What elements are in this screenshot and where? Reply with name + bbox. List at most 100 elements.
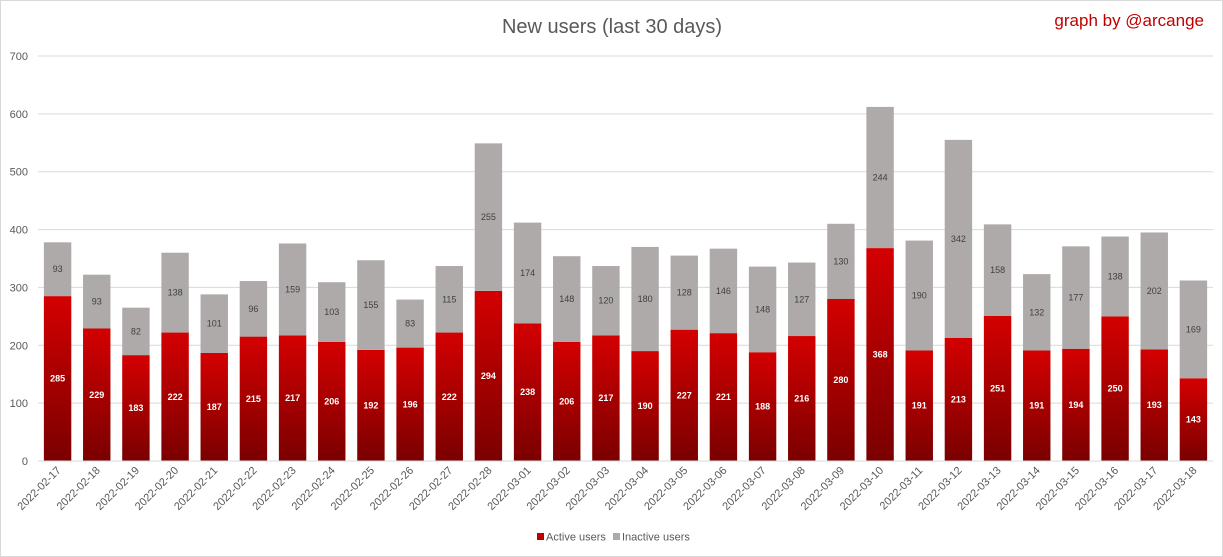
bar-inactive[interactable] xyxy=(827,223,855,299)
bar-active[interactable] xyxy=(43,296,72,461)
value-label-active: 194 xyxy=(1068,400,1083,410)
bar-inactive[interactable] xyxy=(1101,236,1129,317)
bar-active[interactable] xyxy=(357,349,385,461)
bar-active[interactable] xyxy=(670,329,698,461)
value-label-inactive: 138 xyxy=(1108,271,1123,281)
value-label-inactive: 130 xyxy=(833,256,848,266)
value-label-active: 206 xyxy=(324,396,339,406)
bar-inactive[interactable] xyxy=(161,252,189,333)
value-label-inactive: 103 xyxy=(324,307,339,317)
bar-inactive[interactable] xyxy=(122,307,150,356)
bar-active[interactable] xyxy=(513,323,542,461)
bar-inactive[interactable] xyxy=(709,248,738,334)
bar-active[interactable] xyxy=(83,328,111,461)
bar-active[interactable] xyxy=(1062,348,1090,461)
bar-active[interactable] xyxy=(278,335,307,461)
bar-active[interactable] xyxy=(200,352,228,461)
value-label-inactive: 138 xyxy=(168,288,183,298)
bar-active[interactable] xyxy=(435,332,463,461)
bar-inactive[interactable] xyxy=(788,262,816,337)
bar-inactive[interactable] xyxy=(944,139,973,338)
value-label-active: 193 xyxy=(1147,400,1162,410)
bar-active[interactable] xyxy=(788,336,816,461)
bar-active[interactable] xyxy=(239,336,268,461)
bar-active[interactable] xyxy=(396,347,424,461)
y-tick-label: 0 xyxy=(22,456,28,468)
value-label-active: 215 xyxy=(246,394,261,404)
bar-active[interactable] xyxy=(474,290,503,461)
bar-inactive[interactable] xyxy=(1023,274,1051,351)
bar-inactive[interactable] xyxy=(357,260,385,350)
bar-active[interactable] xyxy=(631,351,659,461)
value-label-inactive: 93 xyxy=(53,264,63,274)
value-label-inactive: 177 xyxy=(1068,293,1083,303)
bar-inactive[interactable] xyxy=(239,281,268,337)
bar-inactive[interactable] xyxy=(435,266,463,333)
bar-inactive[interactable] xyxy=(905,240,933,351)
y-tick-label: 600 xyxy=(10,109,28,121)
value-label-active: 192 xyxy=(363,400,378,410)
bar-active[interactable] xyxy=(1140,349,1168,461)
y-axis: 0 100 200 300 400 500 600 700 xyxy=(10,51,28,468)
legend-swatch xyxy=(613,533,620,540)
bar-inactive[interactable] xyxy=(43,242,72,297)
gridlines xyxy=(38,55,1213,462)
bar-active[interactable] xyxy=(827,299,855,461)
bar-active[interactable] xyxy=(748,352,777,461)
value-label-active: 250 xyxy=(1108,384,1123,394)
bar-inactive[interactable] xyxy=(1140,232,1168,350)
value-label-inactive: 190 xyxy=(912,291,927,301)
value-label-inactive: 202 xyxy=(1147,286,1162,296)
value-label-active: 190 xyxy=(638,401,653,411)
value-label-inactive: 169 xyxy=(1186,324,1201,334)
value-label-active: 206 xyxy=(559,396,574,406)
legend[interactable]: Active users Inactive users xyxy=(537,532,690,544)
bar-inactive[interactable] xyxy=(983,224,1012,316)
bar-active[interactable] xyxy=(983,315,1012,461)
bar-active[interactable] xyxy=(592,335,620,461)
bar-inactive[interactable] xyxy=(670,255,698,330)
bar-active[interactable] xyxy=(944,337,973,461)
value-label-inactive: 132 xyxy=(1029,307,1044,317)
bar-active[interactable] xyxy=(709,333,738,461)
value-label-active: 227 xyxy=(677,390,692,400)
value-label-inactive: 158 xyxy=(990,265,1005,275)
bar-active[interactable] xyxy=(318,341,346,461)
bar-active[interactable] xyxy=(553,341,581,461)
bar-inactive[interactable] xyxy=(553,256,581,342)
value-label-inactive: 342 xyxy=(951,234,966,244)
y-tick-label: 200 xyxy=(10,340,28,352)
value-label-inactive: 96 xyxy=(248,304,258,314)
legend-item[interactable]: Inactive users xyxy=(613,532,690,544)
bar-inactive[interactable] xyxy=(513,222,542,324)
bar-inactive[interactable] xyxy=(1062,246,1090,349)
bar-active[interactable] xyxy=(1179,378,1208,461)
bar-inactive[interactable] xyxy=(474,143,503,291)
bar-inactive[interactable] xyxy=(1179,280,1208,379)
bar-inactive[interactable] xyxy=(200,294,228,353)
bar-inactive[interactable] xyxy=(83,274,111,329)
value-label-active: 221 xyxy=(716,392,731,402)
bar-active[interactable] xyxy=(905,350,933,461)
bar-inactive[interactable] xyxy=(866,106,894,249)
bar-active[interactable] xyxy=(161,332,189,461)
bar-inactive[interactable] xyxy=(631,246,659,352)
value-label-active: 191 xyxy=(912,401,927,411)
legend-item[interactable]: Active users xyxy=(537,532,606,544)
value-label-inactive: 174 xyxy=(520,268,535,278)
bar-inactive[interactable] xyxy=(318,282,346,342)
bar-active[interactable] xyxy=(122,355,150,461)
bar-inactive[interactable] xyxy=(748,266,777,353)
value-label-inactive: 82 xyxy=(131,326,141,336)
value-label-active: 222 xyxy=(442,392,457,402)
bar-inactive[interactable] xyxy=(396,299,424,348)
value-label-active: 188 xyxy=(755,402,770,412)
bar-active[interactable] xyxy=(1101,316,1129,461)
value-label-inactive: 127 xyxy=(794,294,809,304)
bar-inactive[interactable] xyxy=(592,266,620,336)
bar-active[interactable] xyxy=(1023,350,1051,461)
bar-inactive[interactable] xyxy=(278,243,307,336)
bar-active[interactable] xyxy=(866,248,894,461)
value-label-inactive: 255 xyxy=(481,212,496,222)
value-label-active: 251 xyxy=(990,383,1005,393)
